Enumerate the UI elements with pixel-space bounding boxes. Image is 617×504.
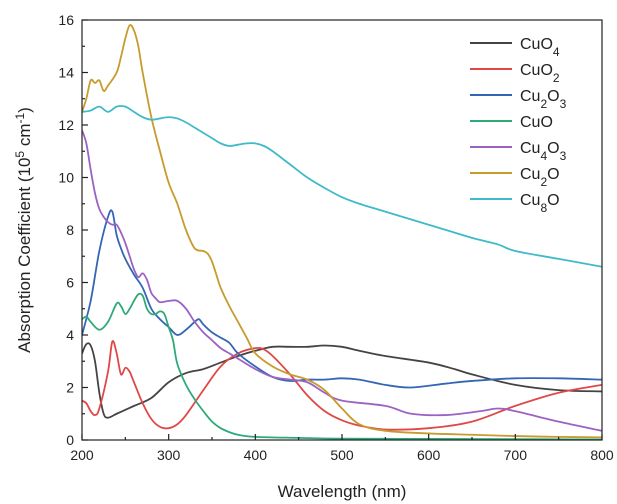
- x-axis-ticks: 200 300 400 500 600 700 800: [70, 434, 614, 463]
- series-line-cuo4: [82, 342, 602, 419]
- series-line-cu2o3: [82, 209, 602, 389]
- series-line-cuo2: [82, 340, 602, 431]
- x-tick-label: 700: [504, 447, 528, 463]
- series-layer: [82, 24, 602, 440]
- series-line-cu4o3: [82, 129, 602, 432]
- legend-label: CuO2: [520, 62, 560, 85]
- y-tick-label: 16: [58, 12, 74, 28]
- legend-label: Cu8O: [520, 192, 560, 215]
- y-axis-title-exponent-1: 5: [13, 151, 27, 158]
- y-tick-label: 6: [66, 275, 74, 291]
- legend-item: Cu4O3: [470, 140, 567, 163]
- legend-item: Cu2O: [470, 166, 560, 189]
- y-tick-label: 12: [58, 117, 74, 133]
- legend-item: Cu2O3: [470, 88, 567, 111]
- x-tick-label: 600: [417, 447, 441, 463]
- legend-label: Cu2O: [520, 166, 560, 189]
- y-tick-label: 8: [66, 222, 74, 238]
- y-axis-title: Absorption Coefficient (105 cm-1): [13, 107, 34, 353]
- y-tick-label: 4: [66, 327, 74, 343]
- y-tick-label: 14: [58, 65, 74, 81]
- x-tick-label: 500: [330, 447, 354, 463]
- y-axis-title-suffix: ): [15, 107, 34, 113]
- x-tick-label: 300: [157, 447, 181, 463]
- x-tick-label: 800: [590, 447, 614, 463]
- y-tick-label: 10: [58, 170, 74, 186]
- y-axis-title-mid: cm: [15, 123, 34, 150]
- legend-item: CuO2: [470, 62, 560, 85]
- y-tick-label: 2: [66, 380, 74, 396]
- legend-item: CuO4: [470, 36, 560, 59]
- x-tick-label: 200: [70, 447, 94, 463]
- x-tick-label: 400: [244, 447, 268, 463]
- legend-label: Cu4O3: [520, 140, 567, 163]
- legend-label: CuO: [520, 114, 553, 131]
- y-axis-title-prefix: Absorption Coefficient (10: [15, 158, 34, 353]
- series-line-cu8o: [82, 105, 602, 268]
- plot-frame: [81, 19, 603, 441]
- y-axis-ticks: 0 2 4 6 8 10 12 14 16: [58, 12, 88, 448]
- legend: CuO4 CuO2 Cu2O3 CuO Cu4O3 Cu2O Cu8O: [470, 36, 567, 215]
- y-axis-title-exponent-2: -1: [13, 112, 27, 123]
- y-tick-label: 0: [66, 432, 74, 448]
- series-line-cuo: [82, 292, 602, 440]
- x-axis-title: Wavelength (nm): [278, 482, 407, 501]
- legend-label: Cu2O3: [520, 88, 567, 111]
- legend-label: CuO4: [520, 36, 560, 59]
- legend-item: CuO: [470, 114, 553, 131]
- series-line-cu2o: [82, 24, 602, 439]
- legend-item: Cu8O: [470, 192, 560, 215]
